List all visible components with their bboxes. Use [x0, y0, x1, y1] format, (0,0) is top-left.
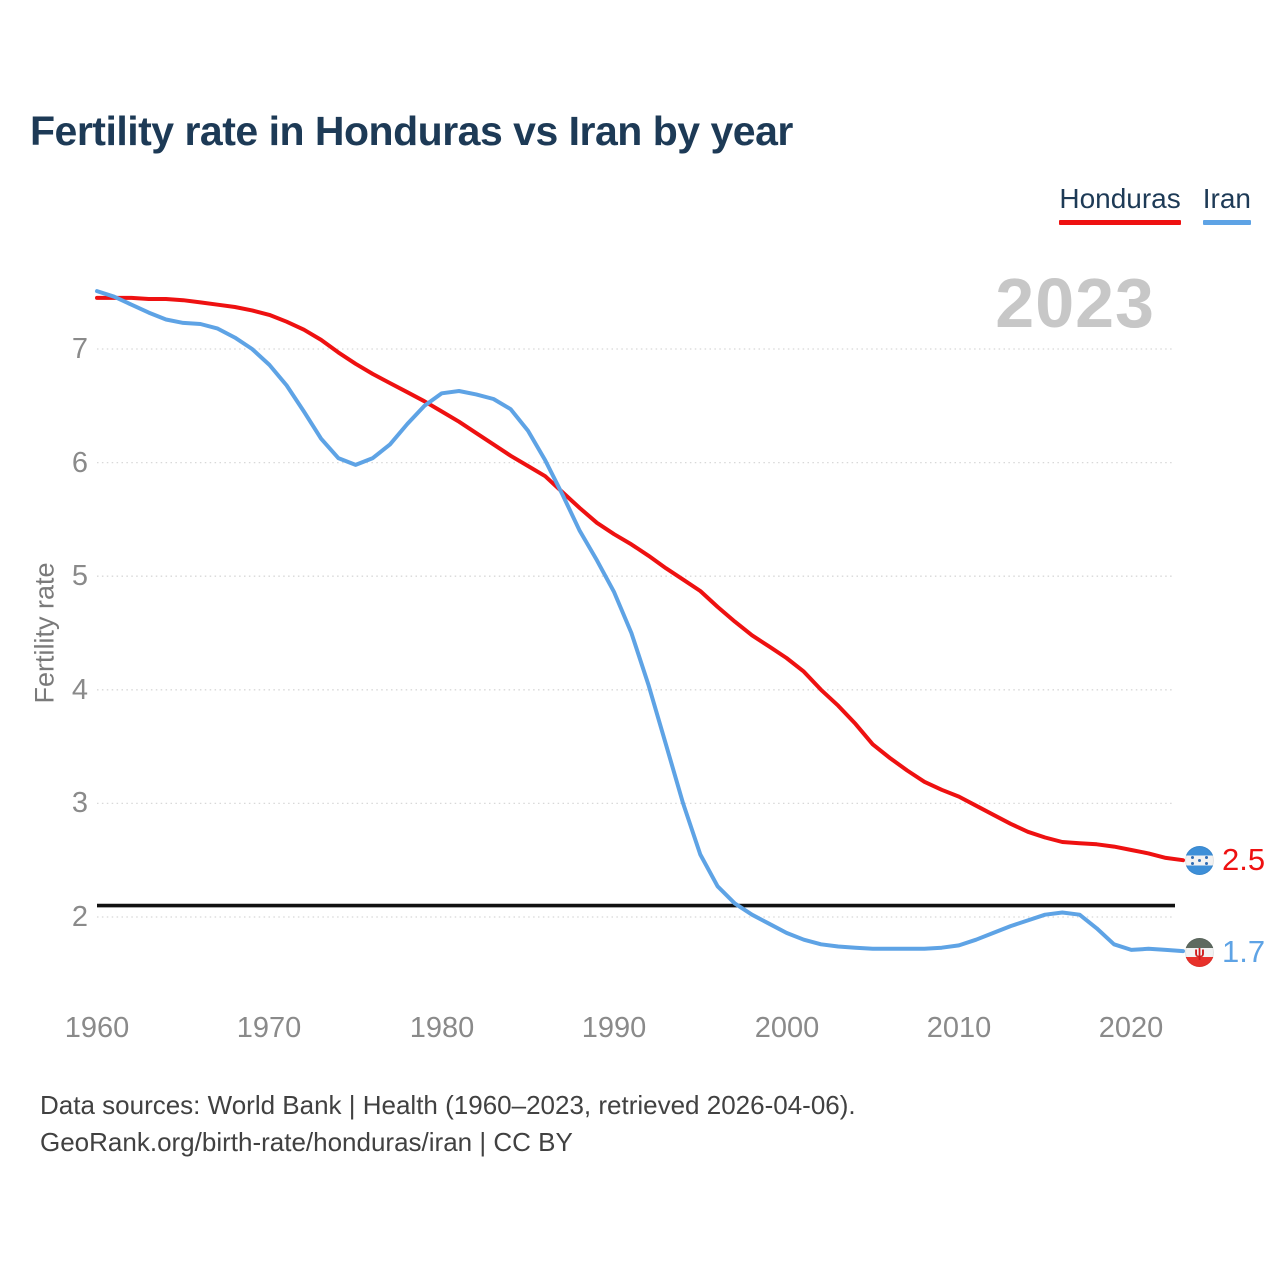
end-label-iran: ψ 1.7 — [1185, 934, 1266, 969]
footer-sources: Data sources: World Bank | Health (1960–… — [40, 1090, 856, 1120]
x-tick-2020: 2020 — [1098, 1012, 1164, 1044]
y-tick-4: 4 — [71, 674, 88, 706]
page-title: Fertility rate in Honduras vs Iran by ye… — [30, 108, 793, 154]
legend: Honduras Iran — [1059, 183, 1251, 226]
legend-item-honduras[interactable]: Honduras — [1059, 183, 1181, 226]
y-tick-5: 5 — [71, 560, 88, 592]
honduras-flag-icon — [1185, 845, 1214, 875]
x-tick-1990: 1990 — [581, 1012, 647, 1044]
x-tick-1970: 1970 — [236, 1012, 302, 1044]
y-tick-6: 6 — [71, 447, 88, 479]
legend-item-iran[interactable]: Iran — [1202, 183, 1251, 226]
legend-label-iran: Iran — [1202, 183, 1251, 214]
x-tick-1960: 1960 — [64, 1012, 130, 1044]
honduras-stars — [1198, 858, 1201, 862]
end-value-iran: 1.7 — [1222, 934, 1266, 969]
legend-underline-iran — [1202, 220, 1251, 226]
legend-underline-honduras — [1059, 220, 1181, 226]
end-value-honduras: 2.5 — [1222, 842, 1266, 877]
x-tick-1980: 1980 — [409, 1012, 475, 1044]
x-tick-2000: 2000 — [754, 1012, 820, 1044]
y-tick-3: 3 — [71, 787, 88, 819]
footer-attribution: GeoRank.org/birth-rate/honduras/iran | C… — [40, 1127, 573, 1157]
end-label-honduras: 2.5 — [1185, 842, 1266, 877]
x-tick-2010: 2010 — [926, 1012, 992, 1044]
iran-flag-icon: ψ — [1185, 937, 1214, 967]
year-watermark: 2023 — [995, 264, 1155, 342]
iran-emblem-icon: ψ — [1194, 943, 1205, 960]
y-tick-2: 2 — [71, 901, 88, 933]
y-tick-7: 7 — [71, 333, 88, 365]
legend-label-honduras: Honduras — [1059, 183, 1181, 214]
